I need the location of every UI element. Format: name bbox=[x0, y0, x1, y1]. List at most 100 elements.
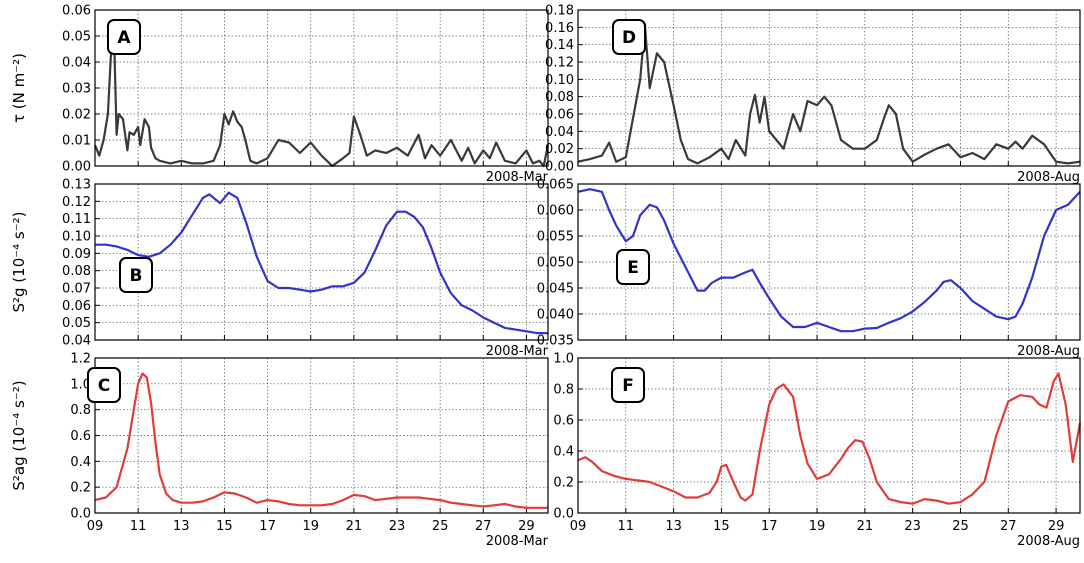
x-tick-label: 17 bbox=[259, 519, 276, 534]
y-tick-label: 0.065 bbox=[537, 178, 574, 193]
panel-frame-d bbox=[577, 9, 1081, 167]
x-tick-label: 21 bbox=[857, 519, 874, 534]
y-tick-label: 1.0 bbox=[70, 377, 91, 392]
panel-label-e: E bbox=[627, 258, 639, 278]
panel-label-box bbox=[87, 367, 121, 403]
month-label: 2008-Aug bbox=[1017, 344, 1080, 359]
y-tick-label: 0.2 bbox=[553, 476, 574, 491]
y-tick-label: 0.04 bbox=[62, 56, 91, 71]
y-tick-label: 0.8 bbox=[553, 383, 574, 398]
y-axis-label: S²g (10⁻⁴ s⁻²) bbox=[10, 211, 28, 312]
y-tick-label: 0.8 bbox=[70, 403, 91, 418]
month-label: 2008-Mar bbox=[486, 534, 549, 549]
y-tick-label: 0.06 bbox=[62, 4, 91, 19]
y-tick-label: 0.02 bbox=[545, 142, 574, 157]
y-axis-label: τ (N m⁻²) bbox=[10, 53, 28, 123]
panel-frame-b bbox=[94, 183, 549, 341]
y-tick-label: 0.055 bbox=[537, 230, 574, 245]
x-tick-label: 13 bbox=[665, 519, 682, 534]
month-label: 2008-Aug bbox=[1017, 534, 1080, 549]
series-line-f bbox=[577, 372, 1082, 505]
x-tick-label: 15 bbox=[216, 519, 233, 534]
y-tick-label: 1.0 bbox=[553, 352, 574, 367]
series-line-e bbox=[577, 188, 1081, 333]
y-tick-label: 0.040 bbox=[537, 308, 574, 323]
x-tick-label: 09 bbox=[87, 519, 104, 534]
panel-frame-c bbox=[94, 357, 549, 514]
y-tick-label: 0.00 bbox=[545, 160, 574, 175]
y-tick-label: 0.07 bbox=[62, 282, 91, 297]
x-tick-label: 11 bbox=[618, 519, 635, 534]
panel-label-box bbox=[616, 249, 650, 285]
x-tick-label: 13 bbox=[173, 519, 190, 534]
y-tick-label: 0.6 bbox=[70, 429, 91, 444]
y-tick-label: 0.04 bbox=[545, 125, 574, 140]
y-tick-label: 0.06 bbox=[62, 299, 91, 314]
y-tick-label: 0.09 bbox=[62, 247, 91, 262]
x-tick-label: 23 bbox=[904, 519, 921, 534]
month-label: 2008-Mar bbox=[486, 344, 549, 359]
y-tick-label: 0.4 bbox=[70, 455, 91, 470]
y-tick-label: 0.05 bbox=[62, 316, 91, 331]
y-tick-label: 0.14 bbox=[545, 38, 574, 53]
x-tick-label: 25 bbox=[952, 519, 969, 534]
y-tick-label: 0.13 bbox=[62, 178, 91, 193]
x-tick-label: 25 bbox=[432, 519, 449, 534]
y-tick-label: 0.06 bbox=[545, 108, 574, 123]
y-tick-label: 0.03 bbox=[62, 82, 91, 97]
panel-frame-f bbox=[577, 357, 1081, 514]
x-tick-label: 23 bbox=[389, 519, 406, 534]
panel-label-a: A bbox=[117, 28, 131, 48]
panel-label-box bbox=[611, 367, 645, 403]
panel-label-box bbox=[612, 19, 646, 55]
panel-label-d: D bbox=[622, 28, 636, 48]
y-tick-label: 1.2 bbox=[70, 352, 91, 367]
y-tick-label: 0.08 bbox=[62, 264, 91, 279]
y-tick-label: 0.0 bbox=[70, 507, 91, 522]
y-tick-label: 0.08 bbox=[545, 90, 574, 105]
series-line-d bbox=[577, 23, 1081, 165]
x-tick-label: 09 bbox=[570, 519, 587, 534]
y-tick-label: 0.05 bbox=[62, 30, 91, 45]
y-tick-label: 0.10 bbox=[545, 73, 574, 88]
panel-frame-a bbox=[94, 9, 549, 167]
series-line-c bbox=[94, 372, 548, 509]
month-label: 2008-Mar bbox=[486, 170, 549, 185]
x-tick-label: 19 bbox=[302, 519, 319, 534]
series-line-b bbox=[95, 191, 548, 335]
x-tick-label: 15 bbox=[713, 519, 730, 534]
panel-label-box bbox=[119, 257, 153, 293]
y-tick-label: 0.11 bbox=[62, 212, 91, 227]
y-tick-label: 0.16 bbox=[545, 21, 574, 36]
y-tick-label: 0.04 bbox=[62, 334, 91, 349]
y-tick-label: 0.00 bbox=[62, 160, 91, 175]
y-tick-label: 0.0 bbox=[553, 507, 574, 522]
y-tick-label: 0.045 bbox=[537, 282, 574, 297]
month-label: 2008-Aug bbox=[1017, 170, 1080, 185]
y-tick-label: 0.01 bbox=[62, 134, 91, 149]
x-tick-label: 21 bbox=[346, 519, 363, 534]
y-tick-label: 0.12 bbox=[62, 195, 91, 210]
x-tick-label: 11 bbox=[130, 519, 147, 534]
y-axis-label: S²ag (10⁻⁴ s⁻²) bbox=[10, 380, 28, 490]
x-tick-label: 29 bbox=[518, 519, 535, 534]
y-tick-label: 0.060 bbox=[537, 204, 574, 219]
y-tick-label: 0.12 bbox=[545, 56, 574, 71]
x-tick-label: 29 bbox=[1048, 519, 1065, 534]
panel-label-box bbox=[107, 19, 141, 55]
x-tick-label: 19 bbox=[809, 519, 826, 534]
series-line-a bbox=[93, 27, 550, 168]
y-tick-label: 0.18 bbox=[545, 4, 574, 19]
panel-label-c: C bbox=[98, 376, 110, 396]
y-tick-label: 0.02 bbox=[62, 108, 91, 123]
panel-label-f: F bbox=[622, 376, 634, 396]
y-tick-label: 0.4 bbox=[553, 445, 574, 460]
y-tick-label: 0.035 bbox=[537, 334, 574, 349]
panel-frame-e bbox=[577, 183, 1081, 341]
panel-label-b: B bbox=[130, 266, 143, 286]
y-tick-label: 0.050 bbox=[537, 256, 574, 271]
x-tick-label: 27 bbox=[475, 519, 492, 534]
x-tick-label: 17 bbox=[761, 519, 778, 534]
